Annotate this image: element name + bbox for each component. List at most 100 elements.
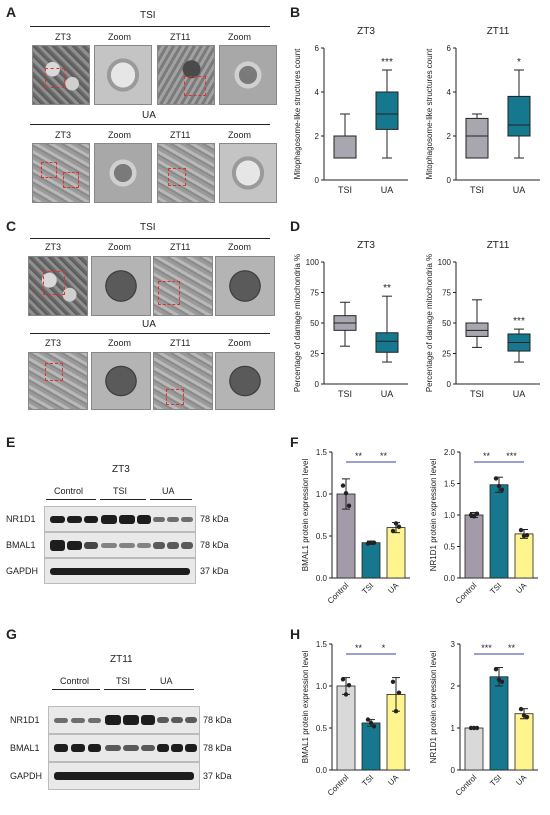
box (375, 91, 399, 130)
bar (464, 514, 484, 579)
zoom-region (41, 162, 57, 178)
panel-d-zt3-boxplot: ZT3 0 25 50 75 100 Percentage of damage mitoch… (293, 240, 408, 399)
y-axis-label: NR1D1 protein expression level (429, 651, 438, 764)
blot-label-bmal1: BMAL1 (6, 540, 36, 550)
data-point (471, 514, 477, 519)
panel-g-group-tsi: TSI (116, 676, 131, 686)
panel-a-group-tsi: TSI (140, 10, 156, 21)
x-tick-label: UA (514, 581, 529, 596)
data-point (393, 709, 399, 714)
significance-label: ** (355, 643, 363, 653)
blot-size: 78 kDa (203, 743, 232, 753)
y-tick-label: 0 (315, 176, 320, 185)
y-tick-label: 1.0 (316, 490, 328, 499)
panel-e-group-ua: UA (162, 486, 175, 496)
x-tick-label: UA (381, 185, 394, 195)
blot-size: 37 kDa (200, 566, 229, 576)
data-point (368, 720, 374, 726)
panel-a-header-zt11: ZT11 (170, 32, 191, 42)
zoom-region (158, 281, 180, 305)
x-tick-label: Control (454, 773, 479, 798)
panel-a-header-zt3: ZT3 (55, 32, 72, 42)
panel-label-b: B (290, 4, 301, 20)
group-underline (150, 689, 194, 690)
data-point (343, 490, 349, 496)
data-point (524, 714, 530, 720)
significance-label: ** (483, 451, 491, 461)
blot-size: 37 kDa (203, 771, 232, 781)
panel-c-header-zoom: Zoom (108, 338, 132, 348)
y-axis-label: Mitophagosome-like structures count (425, 48, 434, 180)
bar (514, 713, 534, 771)
divider (30, 333, 270, 334)
box (333, 135, 357, 159)
significance-label: *** (513, 316, 525, 327)
data-point (390, 679, 396, 684)
y-tick-label: 0 (447, 380, 452, 389)
panel-a-header-zoom: Zoom (228, 32, 252, 42)
em-image (28, 352, 88, 410)
y-tick-label: 25 (310, 350, 319, 359)
y-tick-label: 6 (447, 44, 452, 53)
bar (361, 722, 381, 771)
data-point (343, 692, 349, 697)
panel-e-group-tsi: TSI (113, 486, 128, 496)
y-axis-label: BMAL1 protein expression level (301, 651, 310, 764)
panel-label-c: C (6, 218, 17, 234)
em-image (94, 45, 152, 105)
panel-g-group-control: Control (60, 676, 90, 686)
box (465, 117, 489, 159)
significance-label: ** (383, 283, 391, 294)
panel-label-h: H (290, 626, 301, 642)
blot-label-bmal1: BMAL1 (10, 743, 40, 753)
group-underline (104, 689, 146, 690)
x-tick-label: TSI (360, 581, 375, 596)
chart-title: ZT3 (357, 26, 375, 37)
bar (489, 484, 509, 579)
panel-a-header-zt3: ZT3 (55, 130, 72, 140)
panel-d-zt11-boxplot: ZT11 0 25 50 75 100 Percentage of damage mitoc… (425, 240, 540, 399)
y-tick-label: 0 (315, 380, 320, 389)
y-tick-label: 0 (447, 176, 452, 185)
panel-c-header-zoom: Zoom (228, 338, 252, 348)
chart-title: ZT11 (487, 240, 510, 251)
y-tick-label: 1.5 (316, 448, 328, 457)
panel-c-header-zt11: ZT11 (170, 338, 191, 348)
em-image (32, 143, 90, 203)
panel-c-header-zt11: ZT11 (170, 242, 191, 252)
y-tick-label: 1 (451, 724, 456, 733)
bar (464, 727, 484, 771)
em-image (215, 256, 275, 316)
significance-label: *** (481, 643, 492, 653)
panel-c-header-zoom: Zoom (228, 242, 252, 252)
x-tick-label: UA (513, 185, 526, 195)
panel-h-bmal1-bar: 0.0 0.5 1.0 1.5 BMAL1 protein expression lev… (301, 640, 410, 798)
blot-size: 78 kDa (200, 540, 229, 550)
western-blot-strip (48, 762, 200, 790)
data-point (524, 532, 530, 538)
y-tick-label: 100 (306, 258, 320, 267)
em-image (157, 143, 215, 203)
zoom-region (45, 68, 65, 88)
data-point (396, 690, 402, 695)
panel-c-group-tsi: TSI (140, 222, 156, 233)
bar (386, 527, 406, 579)
y-tick-label: 6 (315, 44, 320, 53)
bar (514, 533, 534, 579)
panel-e-title: ZT3 (112, 464, 130, 475)
data-point (474, 511, 480, 516)
box (507, 95, 531, 137)
box (375, 332, 399, 353)
significance-label: * (517, 57, 521, 68)
bar (489, 676, 509, 771)
panel-g-title: ZT11 (110, 654, 133, 665)
group-underline (52, 689, 100, 690)
y-tick-label: 0.0 (316, 766, 328, 775)
divider (30, 26, 270, 27)
em-image (32, 45, 90, 105)
y-tick-label: 2 (315, 132, 320, 141)
bar (336, 685, 356, 771)
y-tick-label: 0.5 (316, 532, 328, 541)
data-point (340, 677, 346, 682)
zoom-region (63, 172, 79, 188)
